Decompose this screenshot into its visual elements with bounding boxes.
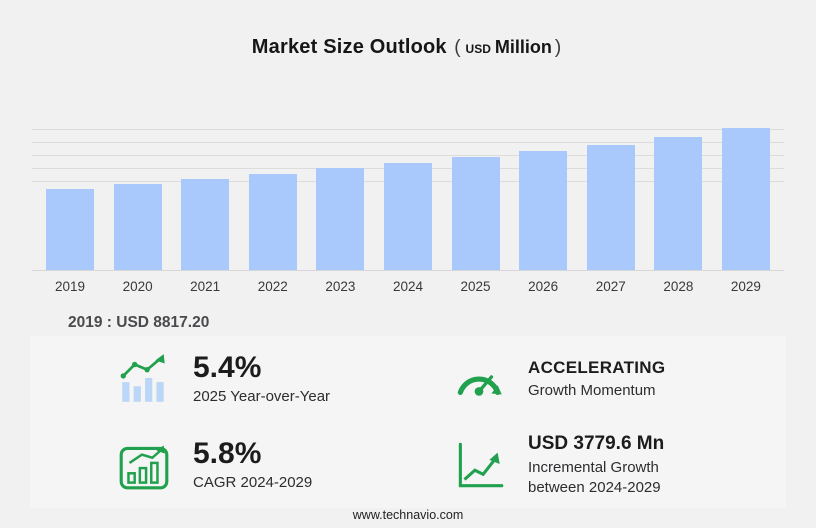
source-url: www.technavio.com [352, 508, 464, 522]
x-axis-label-2029: 2029 [730, 279, 761, 294]
x-axis-label-2025: 2025 [460, 279, 491, 294]
x-axis-label-2028: 2028 [663, 279, 694, 294]
stat-value-momentum: ACCELERATING [528, 357, 666, 377]
speedometer-icon [450, 350, 508, 408]
chart-bar-2020 [113, 183, 162, 270]
stat-incremental: USD 3779.6 Mn Incremental Growth between … [408, 422, 786, 508]
chart-bar-2021 [181, 178, 230, 270]
chart-plot-area [32, 120, 784, 271]
x-axis-label-2026: 2026 [528, 279, 559, 294]
x-axis-label-2020: 2020 [122, 279, 153, 294]
chart-bar-2026 [519, 151, 568, 270]
yoy-bars-icon [115, 350, 173, 408]
stat-yoy: 5.4% 2025 Year-over-Year [30, 336, 408, 422]
stat-value-cagr: 5.8% [193, 437, 262, 471]
chart-bar-2023 [316, 168, 365, 270]
chart-bar-2025 [451, 157, 500, 270]
stat-cagr: 5.8% CAGR 2024-2029 [30, 422, 408, 508]
stat-momentum: ACCELERATING Growth Momentum [408, 336, 786, 422]
page-title: Market Size Outlook ( USD Million) [0, 36, 816, 59]
x-axis-label-2024: 2024 [392, 279, 423, 294]
chart-bar-2029 [721, 128, 770, 270]
chart-bar-2028 [654, 137, 703, 270]
x-axis-label-2022: 2022 [257, 279, 288, 294]
gridline [32, 129, 784, 130]
stat-text-incremental: USD 3779.6 Mn Incremental Growth between … [528, 433, 718, 496]
x-axis-label-2019: 2019 [54, 279, 86, 294]
stat-text-momentum: ACCELERATING Growth Momentum [528, 358, 665, 400]
stat-label-cagr: CAGR 2024-2029 [193, 473, 313, 491]
kpi-stats-panel: 5.4% 2025 Year-over-Year ACCELERATING Grow… [30, 336, 786, 508]
stat-label-momentum: Growth Momentum [528, 381, 656, 399]
x-axis-label-2027: 2027 [595, 279, 626, 294]
stat-text-yoy: 5.4% 2025 Year-over-Year [193, 352, 330, 406]
title-unit: Million [494, 37, 552, 57]
title-open-paren: ( [454, 37, 461, 58]
incremental-growth-icon [450, 436, 508, 494]
title-currency: USD [465, 42, 491, 56]
chart-bar-2027 [586, 144, 635, 270]
base-year-value-note: 2019 : USD 8817.20 [68, 314, 210, 331]
stat-text-cagr: 5.8% CAGR 2024-2029 [193, 438, 312, 492]
gridline [32, 155, 784, 156]
market-size-bar-chart: 2019 2020 2021 2022 2023 2024 2025 2026 2027 2028… [32, 120, 784, 294]
x-axis-labels: 2019 2020 2021 2022 2023 2024 2025 2026 2027 2028… [32, 279, 784, 294]
chart-bar-2022 [248, 173, 297, 270]
stat-value-incremental: USD 3779.6 Mn [528, 433, 665, 455]
stat-label-yoy: 2025 Year-over-Year [193, 387, 331, 405]
chart-bar-2024 [383, 162, 432, 270]
cagr-chart-icon [115, 436, 173, 494]
title-close-paren: ) [554, 37, 562, 58]
x-axis-label-2021: 2021 [190, 279, 221, 294]
gridline [32, 142, 784, 143]
chart-bar-2019 [46, 188, 94, 270]
stat-value-yoy: 5.4% [193, 351, 262, 385]
x-axis-label-2023: 2023 [325, 279, 356, 294]
title-main: Market Size Outlook [251, 36, 447, 58]
stat-label-incremental: Incremental Growth between 2024-2029 [528, 459, 661, 496]
